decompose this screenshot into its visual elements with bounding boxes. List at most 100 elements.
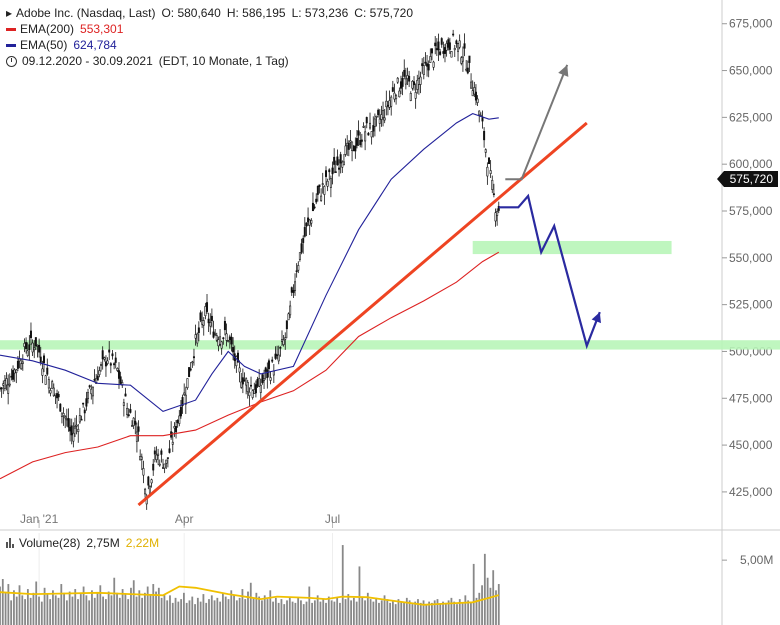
candle-body — [212, 331, 215, 338]
legend-high: H: 586,195 — [226, 6, 286, 20]
candle-body — [359, 140, 362, 146]
candle-body — [298, 252, 301, 260]
candle-body — [47, 379, 50, 389]
volume-bar — [461, 602, 464, 625]
volume-bar — [249, 582, 252, 625]
volume-bar — [417, 599, 419, 625]
y-tick-label: 600,000 — [729, 157, 773, 171]
candle-body — [10, 375, 13, 378]
ema50-value: 624,784 — [73, 38, 117, 52]
candle-body — [38, 344, 41, 353]
volume-bar — [274, 597, 277, 625]
candle-body — [308, 219, 311, 226]
candle-body — [437, 41, 440, 51]
candle-body — [460, 57, 463, 64]
candle-body — [192, 356, 195, 359]
volume-bar — [358, 566, 361, 625]
volume-legend: Volume(28) 2,75M 2,22M — [6, 536, 159, 550]
volume-bar — [74, 589, 77, 625]
volume-bar — [497, 584, 500, 625]
volume-bar — [263, 595, 266, 625]
candle-body — [434, 42, 437, 47]
candle-body — [492, 193, 495, 196]
candle-body — [342, 161, 345, 166]
volume-bar — [405, 597, 408, 625]
candle-body — [232, 347, 235, 353]
volume-bar — [269, 590, 272, 625]
candle-body — [12, 370, 15, 380]
volume-bar — [46, 594, 49, 625]
candle-body — [458, 40, 461, 48]
candle-body — [388, 100, 391, 108]
candle-body — [369, 122, 372, 129]
candle-body — [113, 363, 116, 366]
candle-body — [166, 457, 169, 459]
candle-body — [0, 387, 3, 390]
ema50-line — [0, 112, 499, 413]
candle-body — [175, 426, 178, 433]
candle-body — [320, 195, 323, 201]
support-trendline — [137, 121, 588, 507]
volume-bar — [495, 590, 497, 625]
candle-body — [383, 117, 386, 121]
candle-body — [0, 387, 1, 390]
candle-body — [294, 281, 297, 291]
candle-body — [101, 350, 104, 360]
candle-body — [421, 63, 424, 67]
volume-bar — [361, 596, 364, 625]
candle-body — [277, 354, 280, 362]
candle-body — [413, 81, 416, 86]
volume-bar — [183, 592, 185, 625]
candle-body — [341, 161, 344, 168]
candle-body — [137, 426, 140, 432]
candle-body — [214, 332, 217, 335]
volume-bar — [219, 601, 222, 625]
candle-body — [95, 378, 98, 384]
candle-body — [386, 104, 389, 107]
candle-body — [367, 132, 370, 136]
legend-collapse-icon[interactable]: ▸ — [6, 6, 13, 20]
volume-bar — [135, 596, 138, 625]
candle-body — [365, 117, 368, 124]
candle-body — [276, 354, 279, 357]
candle-body — [209, 322, 212, 327]
candle-body — [486, 166, 489, 177]
candle-body — [127, 414, 130, 416]
candle-body — [448, 42, 451, 50]
volume-bar — [431, 602, 433, 625]
candle-body — [33, 347, 36, 351]
candle-body — [375, 115, 378, 118]
volume-bar — [43, 587, 46, 625]
volume-bar — [386, 599, 389, 625]
candle-body — [155, 454, 158, 461]
legend-ema50-row: EMA(50) 624,784 — [6, 37, 413, 53]
candle-body — [240, 381, 243, 388]
candle-body — [121, 382, 124, 386]
ema50-label: EMA(50) — [20, 38, 68, 52]
candle-body — [153, 450, 156, 455]
candle-body — [373, 118, 376, 127]
volume-bar — [88, 600, 91, 625]
candle-body — [378, 118, 381, 124]
candle-body — [171, 441, 174, 445]
volume-bar — [247, 591, 249, 625]
volume-bar — [79, 594, 82, 625]
ema200-label: EMA(200) — [20, 22, 75, 36]
volume-bar — [380, 600, 383, 625]
candle-body — [222, 337, 225, 340]
candle-body — [457, 43, 460, 52]
candle-body — [282, 339, 285, 345]
volume-bar — [82, 586, 85, 625]
candle-body — [487, 157, 490, 165]
candle-body — [206, 302, 209, 312]
candle-body — [452, 33, 455, 36]
volume-bar — [65, 600, 68, 625]
candle-body — [158, 463, 161, 466]
candle-body — [290, 287, 293, 293]
candle-body — [336, 156, 339, 166]
volume-bar — [38, 596, 40, 625]
legend-close: C: 575,720 — [354, 6, 413, 20]
volume-bar — [199, 601, 202, 625]
y-tick-label: 575,000 — [729, 204, 773, 218]
